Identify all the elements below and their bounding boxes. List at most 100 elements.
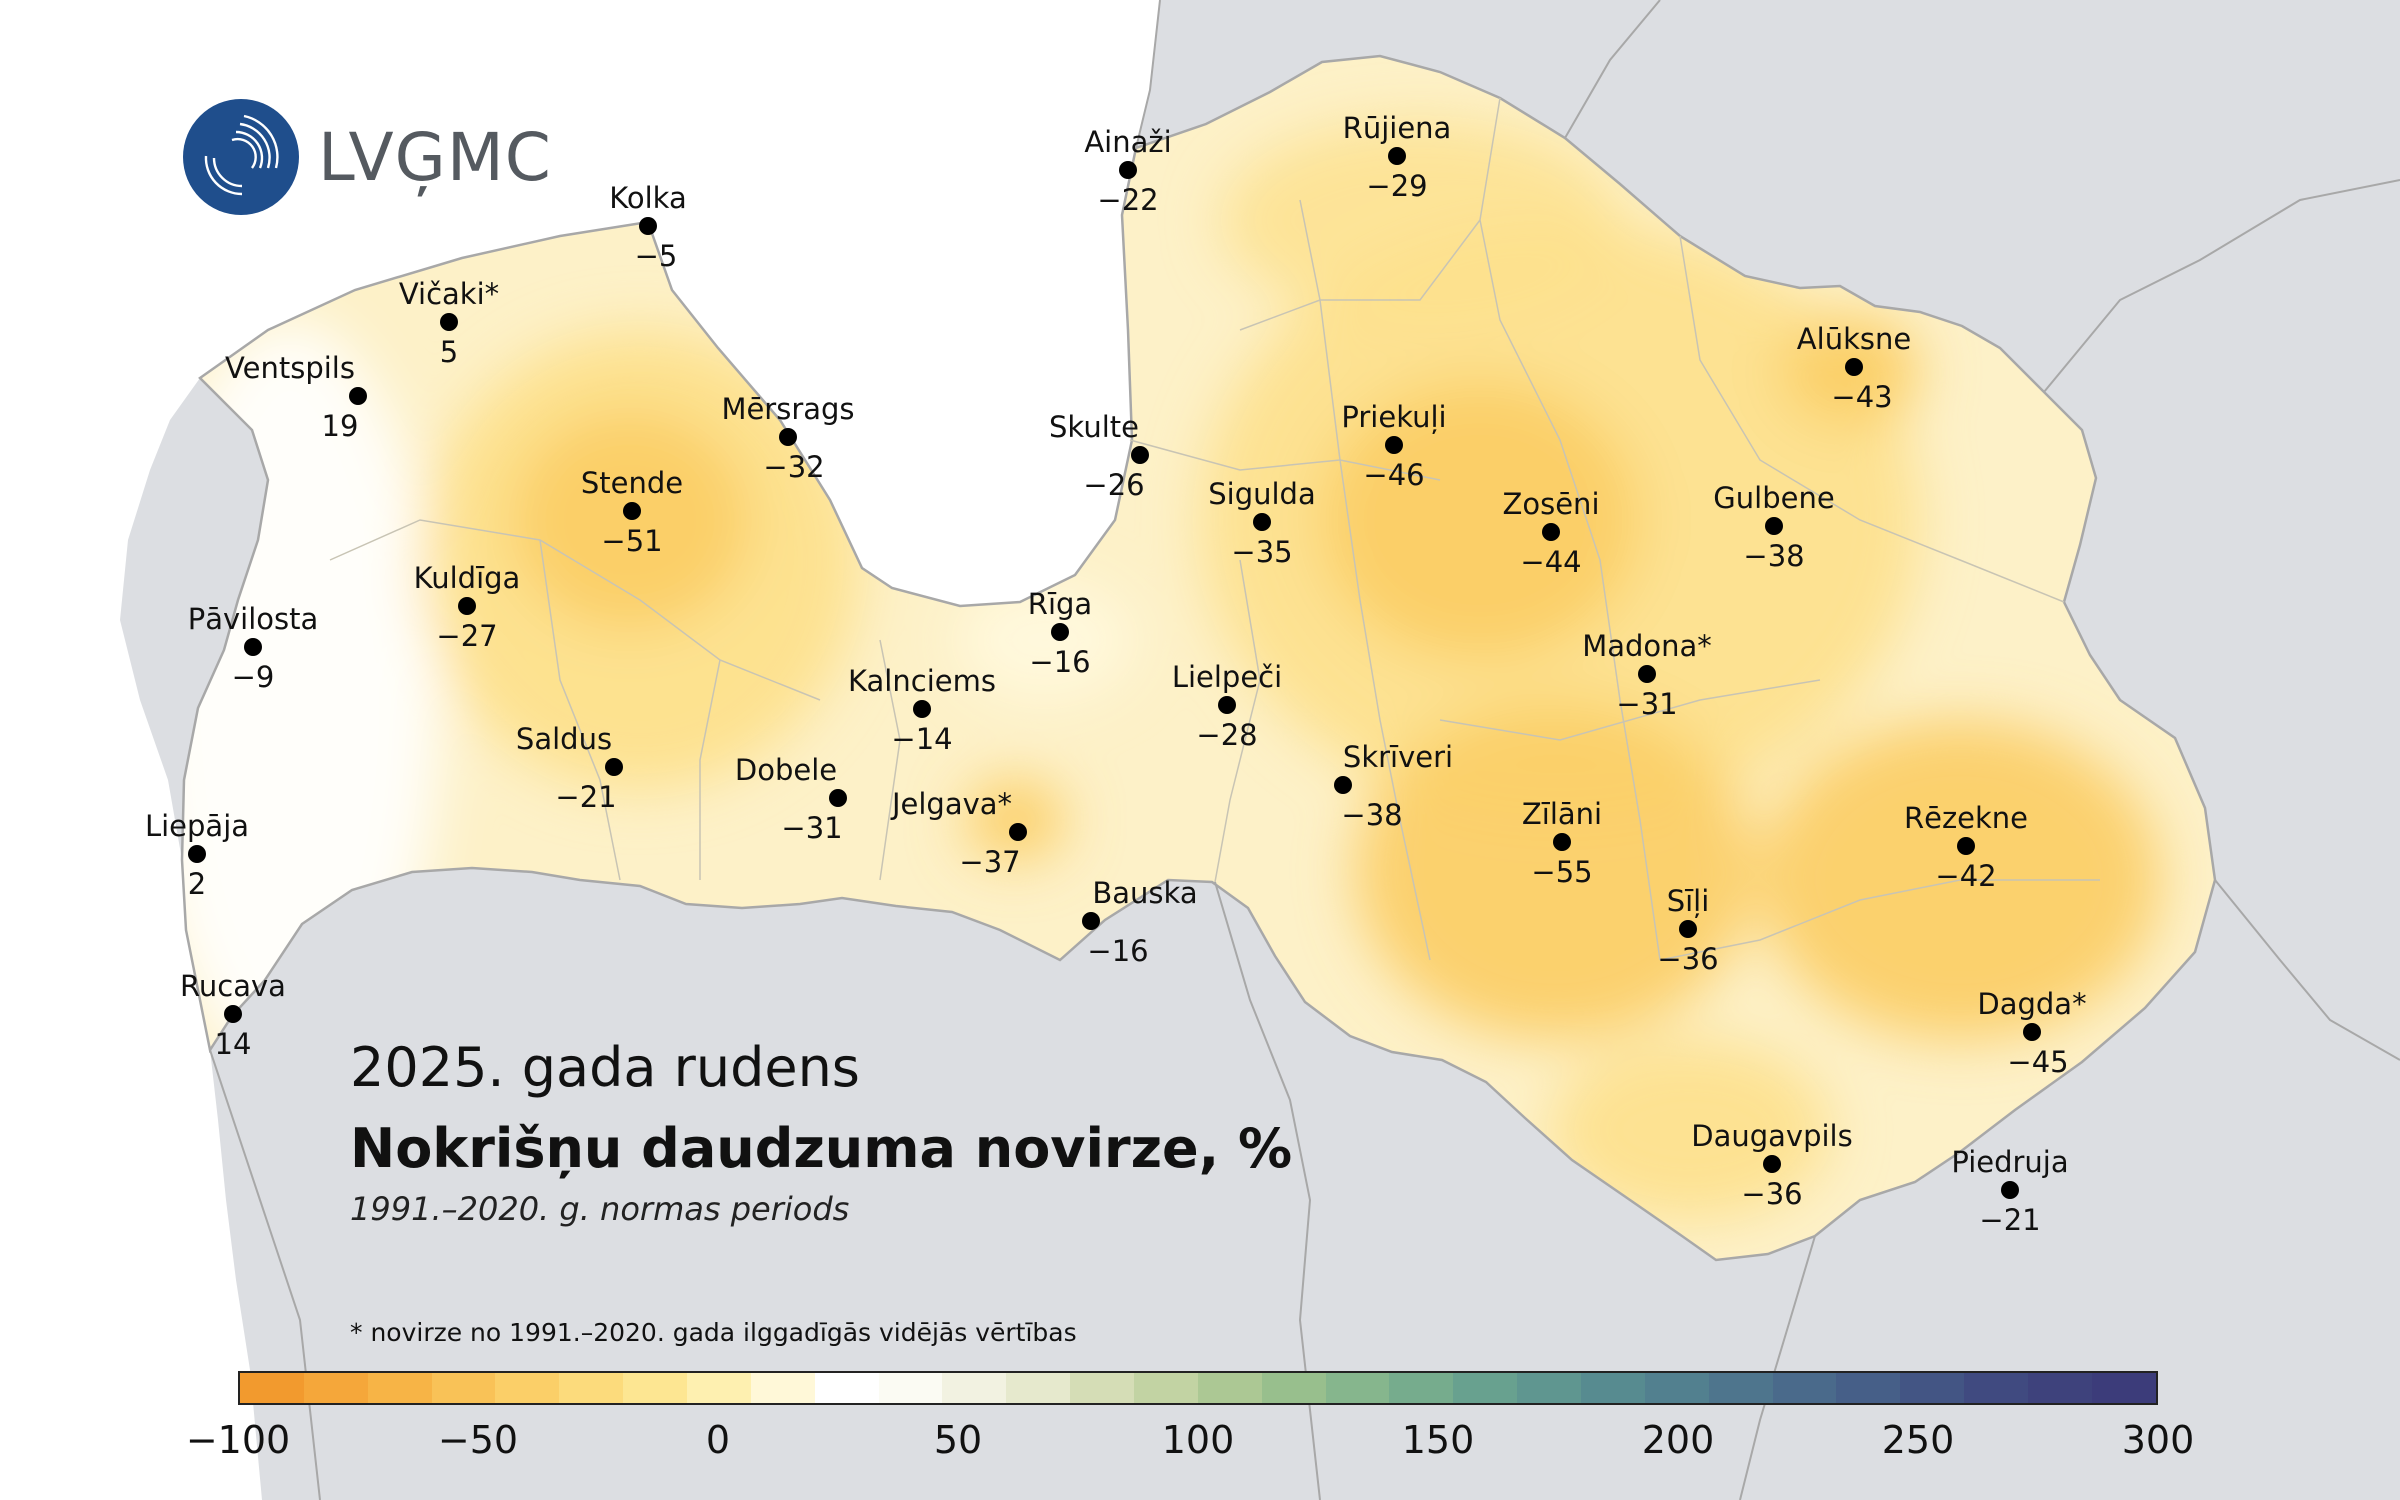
station-name-label: Kolka (609, 181, 686, 215)
station-value-label: 2 (188, 867, 206, 901)
color-scale-step (1517, 1373, 1582, 1403)
station-value-label: −44 (1520, 545, 1581, 579)
color-scale-step (623, 1373, 688, 1403)
station-aluksne: Alūksne −43 (1797, 322, 1911, 414)
color-scale-step (878, 1373, 943, 1403)
station-value-label: −21 (1979, 1203, 2040, 1237)
station-marker[interactable] (1957, 837, 1975, 855)
lvgmc-emblem-icon (183, 99, 299, 215)
station-name-label: Ainaži (1084, 125, 1171, 159)
color-scale-step (687, 1373, 751, 1403)
station-pavilosta: Pāvilosta −9 (188, 602, 319, 694)
station-marker[interactable] (440, 313, 458, 331)
station-dagda: Dagda* −45 (1977, 987, 2086, 1079)
station-value-label: −46 (1363, 458, 1424, 492)
station-marker[interactable] (1334, 776, 1352, 794)
station-value-label: −38 (1341, 798, 1402, 832)
station-marker[interactable] (1845, 358, 1863, 376)
color-scale-step (1900, 1373, 1965, 1403)
station-marker[interactable] (1131, 446, 1149, 464)
station-kalnciems: Kalnciems −14 (848, 664, 996, 756)
station-name-label: Zosēni (1503, 487, 1600, 521)
lvgmc-logo: LVĢMC (182, 98, 552, 216)
station-marker[interactable] (1679, 920, 1697, 938)
color-scale-tick-label: 250 (1881, 1418, 1955, 1462)
station-marker[interactable] (1388, 147, 1406, 165)
station-skriveri: Skrīveri −38 (1334, 740, 1453, 832)
station-name-label: Priekuļi (1341, 400, 1446, 434)
station-name-label: Vičaki* (399, 277, 499, 311)
station-marker[interactable] (639, 217, 657, 235)
station-marker[interactable] (1638, 665, 1656, 683)
station-marker[interactable] (1553, 833, 1571, 851)
station-marker[interactable] (1542, 523, 1560, 541)
station-marker[interactable] (1119, 161, 1137, 179)
station-marker[interactable] (1218, 696, 1236, 714)
color-scale-step (1772, 1373, 1837, 1403)
station-value-label: −45 (2007, 1045, 2068, 1079)
station-marker[interactable] (2001, 1181, 2019, 1199)
color-scale-tick-label: 50 (933, 1418, 983, 1462)
station-marker[interactable] (623, 502, 641, 520)
station-riga: Rīga −16 (1028, 587, 1092, 679)
station-vicaki: Vičaki* 5 (399, 277, 499, 369)
station-name-label: Mērsrags (721, 392, 854, 426)
station-priekuli: Priekuļi −46 (1341, 400, 1446, 492)
station-value-label: −31 (1616, 687, 1677, 721)
logo-text: LVĢMC (318, 118, 552, 196)
station-marker[interactable] (1009, 823, 1027, 841)
station-value-label: 5 (440, 335, 458, 369)
color-scale-bar (238, 1371, 2158, 1405)
station-marker[interactable] (224, 1005, 242, 1023)
station-marker[interactable] (1082, 912, 1100, 930)
station-dobele: Dobele −31 (735, 753, 847, 845)
station-marker[interactable] (349, 387, 367, 405)
station-value-label: −21 (555, 780, 616, 814)
station-marker[interactable] (829, 789, 847, 807)
station-marker[interactable] (1253, 513, 1271, 531)
station-marker[interactable] (2023, 1023, 2041, 1041)
station-mersrags: Mērsrags −32 (721, 392, 854, 484)
station-name-label: Rēzekne (1904, 801, 2028, 835)
station-value-label: −5 (635, 239, 678, 273)
station-sili: Sīļi −36 (1657, 884, 1718, 976)
station-sigulda: Sigulda −35 (1208, 477, 1316, 569)
color-scale-step (2091, 1373, 2156, 1403)
station-value-label: −29 (1366, 169, 1427, 203)
station-value-label: −51 (601, 524, 662, 558)
color-scale-step (367, 1373, 432, 1403)
station-marker[interactable] (1763, 1155, 1781, 1173)
station-marker[interactable] (605, 758, 623, 776)
station-name-label: Skrīveri (1343, 740, 1453, 774)
color-scale-step (1197, 1373, 1262, 1403)
station-marker[interactable] (1385, 436, 1403, 454)
station-name-label: Lielpeči (1172, 660, 1282, 694)
station-value-label: −9 (232, 660, 275, 694)
color-scale-tick-label: −50 (437, 1418, 519, 1462)
station-saldus: Saldus −21 (516, 722, 623, 814)
station-zilani: Zīlāni −55 (1522, 797, 1602, 889)
station-kuldiga: Kuldīga −27 (414, 561, 521, 653)
station-marker[interactable] (913, 700, 931, 718)
station-name-label: Kuldīga (414, 561, 521, 595)
station-name-label: Pāvilosta (188, 602, 319, 636)
station-lielpeci: Lielpeči −28 (1172, 660, 1282, 752)
station-marker[interactable] (244, 638, 262, 656)
station-marker[interactable] (188, 845, 206, 863)
color-scale-step (1389, 1373, 1454, 1403)
station-liepaja: Liepāja 2 (145, 809, 249, 901)
station-name-label: Saldus (516, 722, 612, 756)
color-scale-tick-label: 100 (1161, 1418, 1235, 1462)
station-marker[interactable] (779, 428, 797, 446)
station-marker[interactable] (1051, 623, 1069, 641)
color-scale-step (1006, 1373, 1071, 1403)
map-title-block: 2025. gada rudens Nokrišņu daudzuma novi… (350, 1036, 1292, 1228)
station-marker[interactable] (1765, 517, 1783, 535)
station-value-label: −14 (891, 722, 952, 756)
color-scale-step (1070, 1373, 1135, 1403)
station-marker[interactable] (458, 597, 476, 615)
station-ventspils: Ventspils 19 (225, 351, 367, 443)
color-scale-step (2028, 1373, 2092, 1403)
color-scale-step (1708, 1373, 1773, 1403)
